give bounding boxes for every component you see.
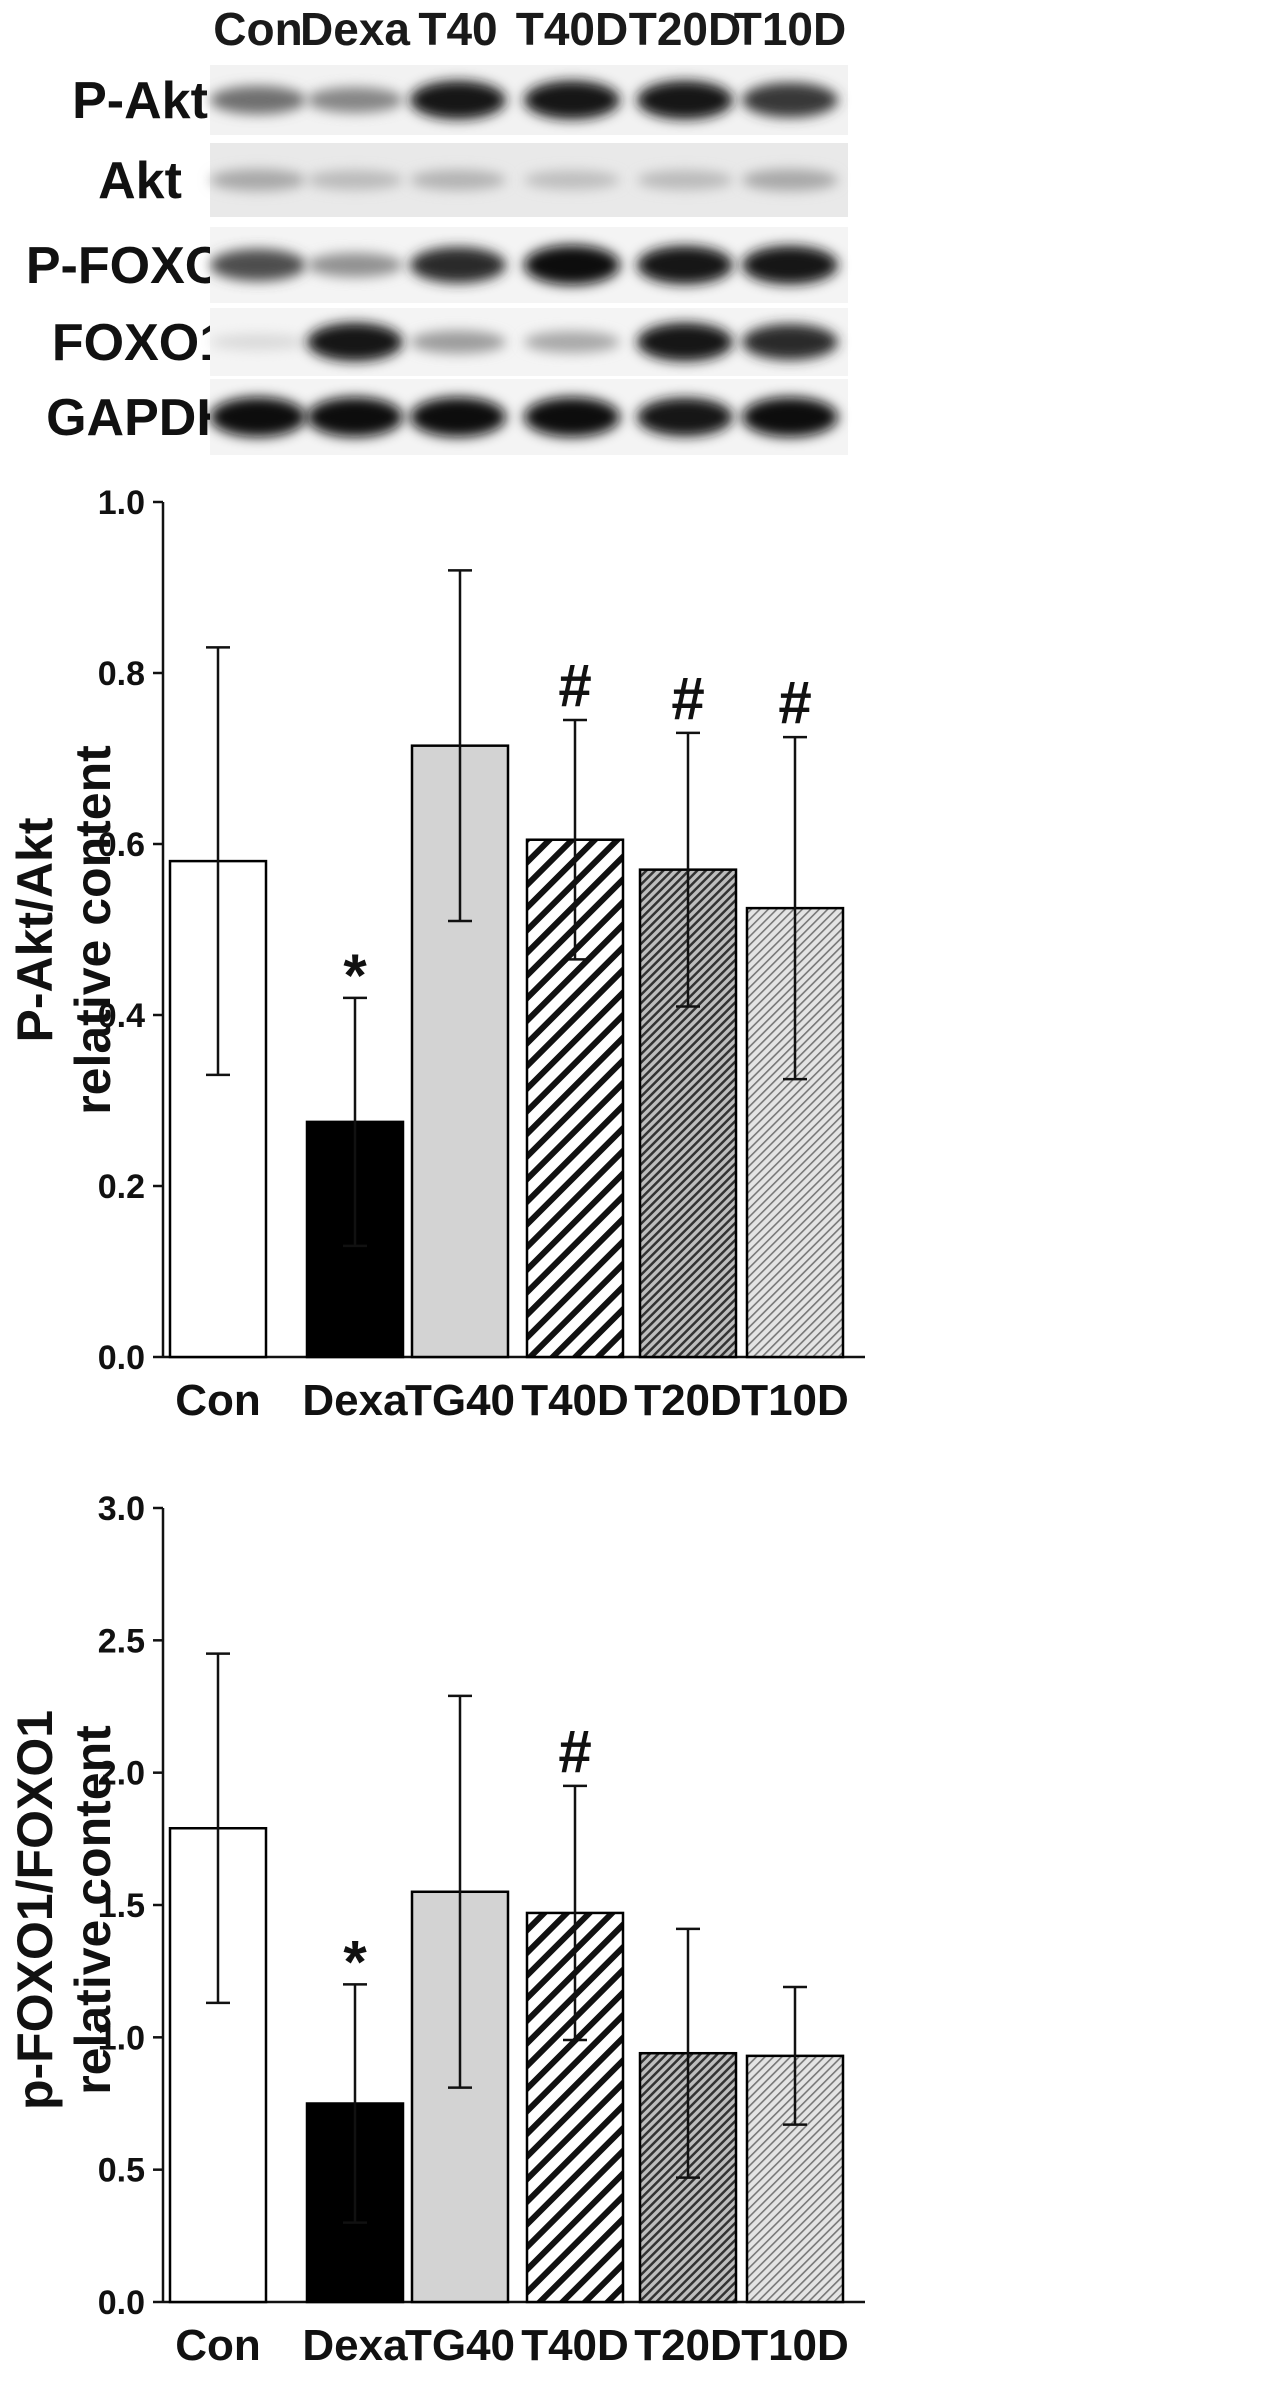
x-tick-label-con: Con [175,2321,261,2370]
blot-strip-akt [210,143,848,217]
blot-band [524,331,620,353]
y-tick-label: 1.5 [98,1887,145,1925]
significance-mark-t40d: # [558,652,591,719]
y-tick-label: 0.0 [98,1339,145,1377]
blot-row-label-foxo1: FOXO1 [52,314,228,372]
error-bar-tg40 [448,1694,472,2089]
lane-label-t10d: T10D [734,3,846,55]
error-bar-t20d [676,1927,700,2179]
blot-band [742,245,838,285]
blot-band [637,322,733,362]
blot-band [307,397,403,437]
x-tick-label-con: Con [175,1376,261,1425]
blot-band [524,397,620,437]
lane-label-t40: T40 [418,3,497,55]
lane-label-con: Con [213,3,302,55]
x-tick-label-tg40: TG40 [405,1376,515,1425]
y-tick-label: 1.0 [98,2019,145,2057]
y-tick-label: 1.0 [98,484,145,522]
y-axis-label: p-FOXO1/FOXO1relative content [7,1710,121,2110]
significance-mark-t10d: # [778,669,811,736]
error-bar-t40d [563,1784,587,2042]
blot-band [210,248,306,282]
significance-mark-dexa: * [343,942,367,1009]
error-bar-con [206,1652,230,2005]
x-tick-label-t40d: T40D [521,1376,629,1425]
blot-band [210,333,306,351]
y-tick-label: 0.4 [98,997,145,1035]
blot-band [410,80,506,120]
blot-band [307,322,403,362]
blot-band [524,170,620,190]
x-tick-label-t40d: T40D [521,2321,629,2370]
blot-band [307,252,403,278]
blot-row-label-akt: Akt [98,152,182,210]
error-bar-dexa [343,1983,367,2224]
blot-band [637,397,733,437]
x-tick-label-dexa: Dexa [302,2321,408,2370]
x-tick-label-t20d: T20D [634,2321,742,2370]
y-tick-label: 0.5 [98,2152,145,2190]
blot-band [742,397,838,437]
x-tick-label-t20d: T20D [634,1376,742,1425]
error-bar-t20d [676,731,700,1008]
y-tick-label: 2.5 [98,1622,145,1660]
blot-band [307,87,403,113]
y-axis-label-line: relative content [65,1725,121,2095]
error-bar-dexa [343,996,367,1248]
blot-band [637,80,733,120]
y-tick-label: 0.0 [98,2284,145,2322]
blot-band [742,82,838,118]
significance-mark-dexa: * [343,1928,367,1995]
blot-band [742,323,838,361]
blot-strip-p-foxo1 [210,227,848,303]
lane-label-dexa: Dexa [300,3,410,55]
blot-strip-p-akt [210,65,848,135]
y-tick-label: 0.2 [98,1168,145,1206]
y-axis-label-line: p-FOXO1/FOXO1 [7,1710,63,2110]
blot-band [307,170,403,190]
lane-label-t20d: T20D [629,3,741,55]
blot-band [410,330,506,354]
blot-band [210,397,306,437]
y-tick-label: 0.8 [98,655,145,693]
error-bar-tg40 [448,569,472,923]
x-tick-label-t10d: T10D [741,2321,849,2370]
blot-band [410,246,506,284]
blot-band [210,85,306,115]
y-axis-label: P-Akt/Aktrelative content [7,745,121,1115]
blot-strip-foxo1 [210,308,848,376]
y-tick-label: 0.6 [98,826,145,864]
blot-strip-gapdh [210,379,848,455]
blot-band [410,169,506,191]
error-bar-con [206,646,230,1077]
blot-row-label-p-akt: P-Akt [72,72,208,130]
error-bar-t10d [783,735,807,1081]
x-tick-label-tg40: TG40 [405,2321,515,2370]
error-bar-t10d [783,1985,807,2126]
x-tick-label-t10d: T10D [741,1376,849,1425]
blot-row-label-gapdh: GAPDH [46,389,234,447]
y-tick-label: 3.0 [98,1490,145,1528]
error-bar-t40d [563,718,587,961]
y-axis-label-line: P-Akt/Akt [7,817,63,1042]
blot-band [410,397,506,437]
blot-band [637,170,733,190]
y-axis-label-line: relative content [65,745,121,1115]
significance-mark-t40d: # [558,1718,591,1785]
significance-mark-t20d: # [671,665,704,732]
y-tick-label: 2.0 [98,1755,145,1793]
x-tick-label-dexa: Dexa [302,1376,408,1425]
blot-band [637,245,733,285]
blot-band [524,80,620,120]
blot-band [210,169,306,191]
blot-band [742,169,838,191]
blot-band [524,245,620,285]
lane-label-t40d: T40D [516,3,628,55]
